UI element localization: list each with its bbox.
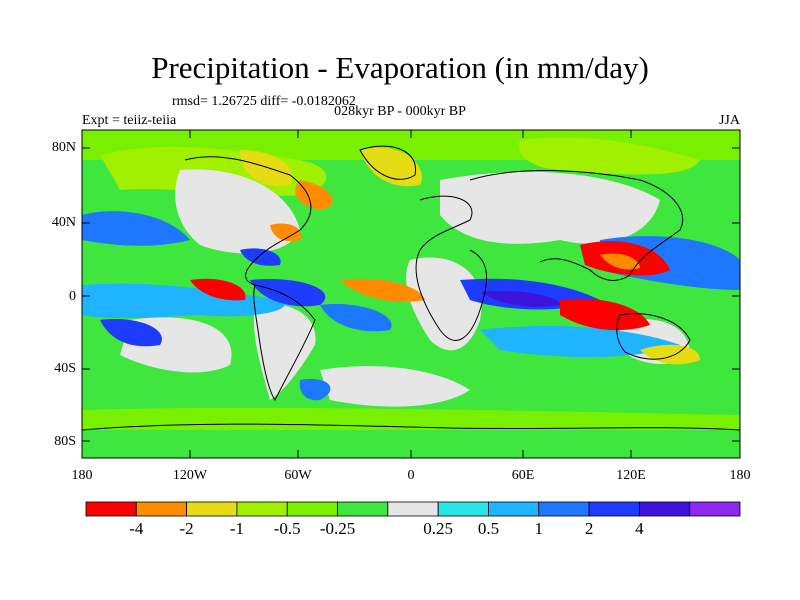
- greenland-coast: [359, 145, 416, 180]
- atlantic-orange: [295, 180, 333, 210]
- colorbar-swatch: [538, 501, 590, 517]
- lat-label-0: 0: [69, 289, 76, 304]
- lon-label-0: 0: [407, 468, 415, 483]
- spac-dblue: [100, 319, 162, 347]
- africa-coast: [415, 195, 488, 341]
- eurasia-coast: [469, 170, 684, 281]
- colorbar-label: 2: [584, 519, 594, 538]
- colorbar-swatch: [689, 501, 741, 517]
- colorbar-swatch: [286, 501, 338, 517]
- colorbar-label: -0.5: [273, 519, 301, 538]
- south-atlantic-neutral: [320, 366, 470, 407]
- us-east-orange: [270, 223, 301, 242]
- antarctica-coast: [82, 423, 740, 431]
- lat-label-80n: 80N: [51, 140, 76, 155]
- lat-label-40s: 40S: [54, 361, 76, 376]
- colorbar-swatch: [186, 501, 238, 517]
- se-asia-orange: [600, 253, 640, 270]
- experiment-label: Expt = teiiz-teiia: [82, 113, 177, 128]
- maritime-red: [560, 298, 650, 331]
- na-yellow-region: [240, 150, 293, 187]
- eq-pacific-sky: [82, 283, 285, 319]
- axis-ticks: [81, 130, 741, 458]
- colorbar-swatch: [488, 501, 540, 517]
- colorbar-label: -1: [229, 519, 244, 538]
- lon-label-180e: 180: [729, 468, 751, 483]
- atl-orange: [340, 278, 425, 302]
- coastlines: [82, 145, 740, 431]
- period-text: 028kyr BP - 000kyr BP: [334, 104, 466, 119]
- colorbar-label: 4: [635, 519, 644, 538]
- map-title: Precipitation - Evaporation (in mm/day): [151, 50, 649, 85]
- colorbar-swatch: [236, 501, 288, 517]
- eurasia-neutral: [440, 171, 660, 244]
- npac-blue: [82, 211, 190, 246]
- colorbar-label: 0.25: [423, 519, 454, 538]
- panama-dblue: [250, 279, 326, 307]
- argentina-blue: [299, 379, 331, 401]
- colorbar-swatch: [337, 501, 389, 517]
- australia-coast: [616, 313, 691, 360]
- colorbar-label: -2: [179, 519, 194, 538]
- stats-text: rmsd= 1.26725 diff= -0.0182062: [172, 94, 356, 109]
- colorbar-swatch: [387, 501, 439, 517]
- north-america-coast: [184, 156, 312, 286]
- lon-label-120e: 120E: [616, 468, 646, 483]
- colorbar-swatch: [588, 501, 640, 517]
- lon-label-60e: 60E: [511, 468, 535, 483]
- colorbar-label: -0.25: [319, 519, 356, 538]
- asia-lime-region: [519, 137, 700, 175]
- atlantic-blue: [320, 304, 392, 332]
- colorbar-swatch: [638, 501, 691, 517]
- lon-label-180w: 180: [71, 468, 93, 483]
- south-indian-sky: [480, 325, 680, 357]
- field-layer: [82, 130, 740, 458]
- colorbar-label: 0.5: [477, 519, 500, 538]
- na-neutral: [175, 169, 300, 254]
- colorbar-label: 1: [534, 519, 544, 538]
- colorbar: [85, 501, 741, 517]
- lon-label-60w: 60W: [284, 468, 312, 483]
- sa-neutral: [253, 304, 316, 400]
- colorbar-swatch: [85, 501, 137, 517]
- indian-navy: [480, 290, 560, 307]
- caribbean-dblue: [240, 248, 281, 266]
- colorbar-swatch: [135, 501, 188, 517]
- epac-red: [190, 278, 246, 301]
- south-america-coast: [253, 284, 316, 401]
- season-label: JJA: [718, 113, 740, 128]
- greenland-yellow: [360, 147, 422, 187]
- lat-label-40n: 40N: [51, 215, 76, 230]
- colorbar-label: -4: [129, 519, 144, 538]
- lat-label-80s: 80S: [54, 434, 76, 449]
- colorbar-swatch: [437, 501, 489, 517]
- lon-label-120w: 120W: [172, 468, 208, 483]
